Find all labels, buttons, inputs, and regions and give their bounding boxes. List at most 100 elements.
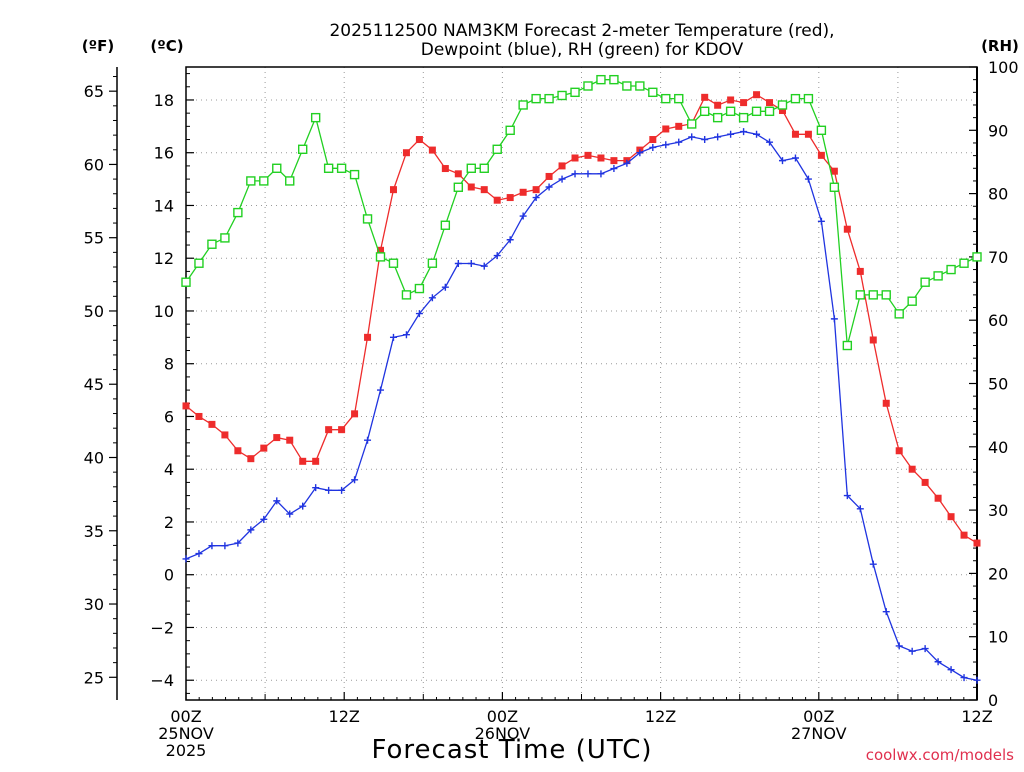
temperature-point [506, 194, 514, 202]
rh-point [285, 176, 295, 186]
dewpoint-point [273, 497, 281, 505]
temperature-point [714, 101, 722, 109]
rh-point [272, 163, 282, 173]
temperature-point [610, 157, 618, 165]
dewpoint-point [247, 526, 255, 534]
celsius-tick-label: 8 [164, 355, 174, 374]
rh-point [868, 290, 878, 300]
rh-point [609, 74, 619, 85]
dewpoint-point [921, 645, 929, 653]
temperature-point [234, 447, 242, 455]
temperature-point [727, 96, 735, 104]
series-dewpoint [182, 128, 981, 684]
dewpoint-point [753, 130, 761, 138]
rh-point [738, 112, 749, 123]
temperature-point [364, 333, 372, 341]
temperature-point [467, 183, 475, 191]
rh-point [479, 163, 489, 173]
series-rh [181, 74, 982, 351]
rh-point [959, 258, 969, 268]
rh-point [414, 283, 425, 294]
x-tick-label: 12Z [329, 707, 360, 726]
dewpoint-point [234, 539, 242, 547]
rh-point [349, 169, 360, 180]
temperature-point [856, 267, 864, 275]
temperature-point [247, 455, 255, 463]
rh-point [557, 90, 567, 101]
x-tick-label: 2025 [166, 741, 207, 760]
temperature-point [377, 246, 385, 254]
temperature-point [389, 186, 397, 194]
rh-point [635, 81, 645, 91]
dewpoint-point [338, 486, 346, 494]
temperature-point [675, 122, 683, 130]
temperature-point [286, 436, 294, 444]
dewpoint-point [830, 315, 838, 323]
dewpoint-point [182, 555, 190, 563]
temperature-point [830, 167, 838, 175]
rh-point [972, 252, 982, 262]
dewpoint-point [325, 486, 333, 494]
fahrenheit-tick-label: 55 [84, 229, 104, 248]
dewpoint-point [623, 159, 631, 167]
rh-point [583, 81, 593, 91]
rh-point [492, 144, 502, 154]
rh-point [855, 290, 865, 300]
series [181, 74, 982, 684]
plot-frame [185, 66, 978, 701]
dewpoint-point [947, 666, 955, 674]
rh-point [375, 252, 386, 262]
dewpoint-point [454, 259, 462, 267]
celsius-tick-label: 16 [154, 144, 174, 163]
rh-point [622, 81, 632, 91]
fahrenheit-tick-label: 45 [84, 375, 104, 394]
x-tick-label: 00Z [803, 707, 834, 726]
celsius-tick-label: −4 [150, 671, 174, 690]
dewpoint-point [506, 236, 514, 244]
x-tick-label: 12Z [961, 707, 992, 726]
dewpoint-point [882, 608, 890, 616]
rh-point [570, 87, 580, 98]
rh-tick-label: 30 [988, 501, 1008, 520]
dewpoint-point [480, 262, 488, 270]
rh-point [388, 258, 399, 268]
grid [186, 67, 977, 700]
dewpoint-point [701, 136, 709, 144]
rh-tick-label: 100 [988, 58, 1019, 77]
rh-point [842, 340, 853, 351]
rh-point [933, 271, 943, 281]
temperature-point [195, 412, 203, 420]
temperature-point [778, 107, 786, 115]
dewpoint-point [364, 436, 372, 444]
temperature-point [402, 149, 410, 157]
dewpoint-point [934, 658, 942, 666]
rh-point [712, 112, 723, 123]
temperature-point [960, 531, 968, 539]
rh-point [777, 100, 788, 110]
celsius-tick-label: −2 [150, 618, 174, 637]
temperature-point [947, 513, 955, 521]
temperature-point [260, 444, 268, 452]
temperature-point [208, 420, 216, 428]
temperature-point [182, 402, 190, 410]
rh-point [829, 182, 840, 192]
rh-point [505, 125, 515, 136]
rh-point [181, 277, 191, 287]
fahrenheit-tick-label: 35 [84, 522, 104, 541]
rh-point [440, 220, 451, 230]
rh-point [298, 144, 308, 154]
rh-point [725, 106, 736, 117]
rh-point [207, 239, 217, 249]
tick-labels: −4 −2 0 2 4 6 8 10 12 14 16 18 25 30 35 40 45 50 55 60 65 0 10… [84, 58, 1019, 760]
temperature-point [584, 151, 592, 159]
dewpoint-point [714, 133, 722, 141]
rh-point [687, 119, 697, 129]
rh-axis-label: (RH) [981, 37, 1019, 55]
x-tick-label: 26NOV [475, 724, 531, 743]
celsius-axis-label: (ºC) [150, 37, 183, 55]
rh-point [233, 207, 243, 218]
dewpoint-point [428, 294, 436, 302]
dewpoint-point [545, 183, 553, 191]
fahrenheit-tick-label: 60 [84, 155, 104, 174]
